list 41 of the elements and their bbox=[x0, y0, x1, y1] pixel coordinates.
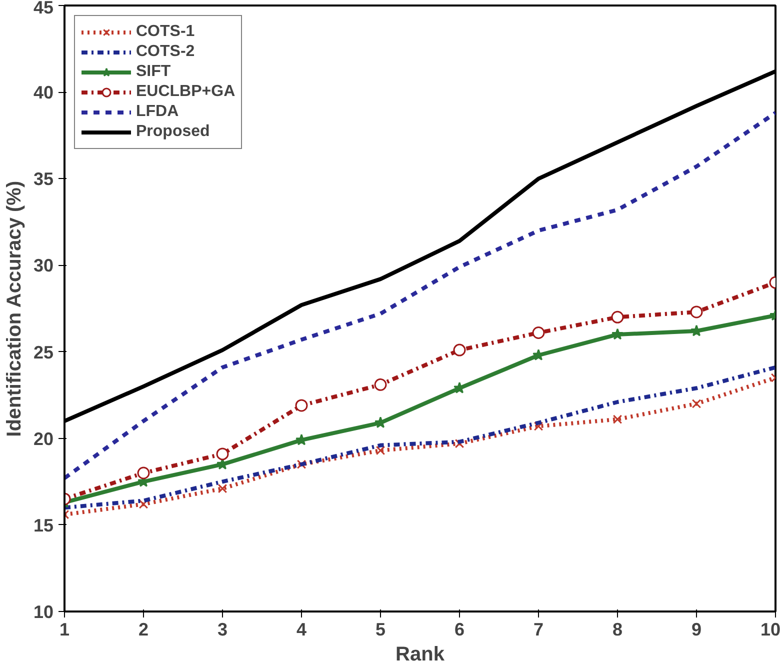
point bbox=[296, 460, 306, 469]
point bbox=[532, 326, 545, 339]
legend-label: COTS-1 bbox=[136, 23, 195, 41]
legend-label: SIFT bbox=[136, 63, 171, 81]
y-tick-label: 20 bbox=[33, 428, 54, 449]
x-tick-label: 2 bbox=[138, 620, 149, 640]
x-tick-label: 1 bbox=[59, 620, 70, 640]
y-tick-label: 15 bbox=[33, 515, 54, 536]
x-tick-label: 5 bbox=[375, 620, 386, 640]
point bbox=[611, 310, 624, 324]
point bbox=[216, 448, 229, 460]
legend-label: COTS-2 bbox=[136, 43, 195, 61]
point bbox=[374, 378, 387, 391]
x-axis-title: Rank bbox=[396, 644, 446, 666]
x-tick-label: 4 bbox=[296, 620, 307, 640]
y-tick-label: 25 bbox=[33, 342, 54, 362]
legend-label: EUCLBP+GA bbox=[136, 83, 236, 101]
y-tick-label: 40 bbox=[33, 82, 54, 103]
y-tick-label: 10 bbox=[33, 602, 54, 622]
x-tick-label: 7 bbox=[533, 620, 544, 640]
y-axis-title: Identification Accuracy (%) bbox=[3, 180, 26, 437]
point bbox=[612, 328, 624, 340]
y-tick-label: 45 bbox=[33, 0, 54, 18]
x-tick-label: 8 bbox=[612, 620, 623, 640]
legend-label: LFDA bbox=[136, 103, 179, 121]
x-tick-label: 6 bbox=[454, 620, 465, 640]
point bbox=[376, 446, 386, 456]
x-tick-label: 10 bbox=[760, 620, 780, 640]
x-tick-label: 9 bbox=[691, 620, 702, 640]
point bbox=[612, 414, 622, 424]
y-tick-label: 35 bbox=[33, 169, 54, 190]
point bbox=[534, 422, 544, 431]
point bbox=[295, 399, 308, 412]
point bbox=[137, 466, 150, 480]
point bbox=[690, 306, 703, 318]
point bbox=[218, 484, 228, 494]
point bbox=[453, 344, 466, 356]
point bbox=[692, 399, 702, 408]
legend-label: Proposed bbox=[136, 123, 210, 141]
y-tick-label: 30 bbox=[33, 256, 54, 276]
x-tick-label: 3 bbox=[217, 620, 228, 640]
